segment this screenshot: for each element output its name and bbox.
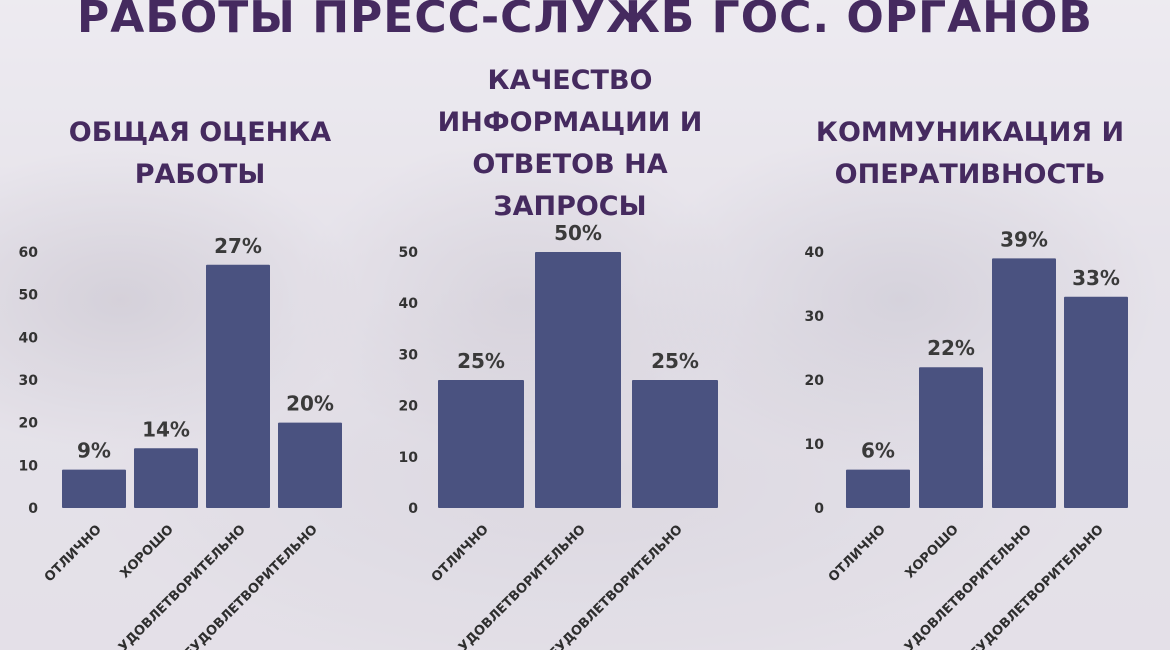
chart-2-title-line-4: ЗАПРОСЫ bbox=[493, 191, 647, 222]
page-title: РАБОТЫ ПРЕСС-СЛУЖБ ГОС. ОРГАНОВ bbox=[77, 0, 1093, 43]
chart-1-bar-3 bbox=[206, 264, 270, 508]
chart-3-data-label-4: 33% bbox=[1072, 266, 1120, 290]
chart-1-y-tick-2: 20 bbox=[19, 416, 39, 432]
chart-1-y-tick-3: 30 bbox=[19, 373, 39, 389]
chart-1-y-tick-6: 60 bbox=[19, 245, 39, 261]
chart-3-title: КОММУНИКАЦИЯ И ОПЕРАТИВНОСТЬ bbox=[790, 112, 1150, 196]
chart-3-category-label-4: НЕУДОВЛЕТВОРИТЕЛЬНО bbox=[960, 522, 1107, 650]
chart-2-title-line-2: ИНФОРМАЦИИ И bbox=[437, 107, 703, 138]
chart-3-category-label-2: ХОРОШО bbox=[903, 522, 962, 581]
chart-3-y-tick-3: 30 bbox=[805, 309, 825, 325]
chart-1-title-line-2: РАБОТЫ bbox=[134, 159, 266, 190]
chart-3-data-label-1: 6% bbox=[861, 439, 895, 463]
chart-1-category-label-1: ОТЛИЧНО bbox=[42, 522, 105, 585]
chart-1-category-label-3: УДОВЛЕТВОРИТЕЛЬНО bbox=[116, 522, 249, 650]
chart-2-bar-2 bbox=[535, 252, 621, 508]
chart-1-data-label-4: 20% bbox=[286, 392, 334, 416]
chart-3-title-line-2: ОПЕРАТИВНОСТЬ bbox=[834, 159, 1106, 190]
chart-3-y-tick-4: 40 bbox=[805, 245, 825, 261]
chart-3-category-label-1: ОТЛИЧНО bbox=[826, 522, 889, 585]
chart-1-category-label-2: ХОРОШО bbox=[118, 522, 177, 581]
chart-1-data-label-2: 14% bbox=[142, 417, 190, 441]
chart-2-data-label-2: 50% bbox=[554, 221, 602, 245]
chart-3-bar-4 bbox=[1064, 296, 1128, 508]
chart-2-category-label-1: ОТЛИЧНО bbox=[429, 522, 492, 585]
chart-1-title-line-1: ОБЩАЯ ОЦЕНКА bbox=[68, 117, 332, 148]
chart-2-data-label-3: 25% bbox=[651, 349, 699, 373]
chart-3-title-line-1: КОММУНИКАЦИЯ И bbox=[815, 117, 1125, 148]
chart-2-title: КАЧЕСТВО ИНФОРМАЦИИ И ОТВЕТОВ НА ЗАПРОСЫ bbox=[390, 60, 750, 228]
chart-1-category-label-4: НЕУДОВЛЕТВОРИТЕЛЬНО bbox=[174, 522, 321, 650]
chart-1-bar-2 bbox=[134, 448, 198, 508]
chart-2-y-tick-0: 0 bbox=[408, 501, 418, 517]
chart-3-bar-3 bbox=[992, 258, 1056, 508]
chart-3-y-tick-0: 0 bbox=[814, 501, 824, 517]
chart-3-y-tick-2: 20 bbox=[805, 373, 825, 389]
chart-1-y-tick-1: 10 bbox=[19, 458, 39, 474]
chart-2-bar-1 bbox=[438, 380, 524, 508]
chart-3-category-label-3: УДОВЛЕТВОРИТЕЛЬНО bbox=[902, 522, 1035, 650]
chart-3-data-label-3: 39% bbox=[1000, 227, 1048, 251]
chart-2-y-tick-4: 40 bbox=[399, 296, 419, 312]
chart-2-data-label-1: 25% bbox=[457, 349, 505, 373]
chart-3-data-label-2: 22% bbox=[927, 336, 975, 360]
chart-2-y-tick-3: 30 bbox=[399, 347, 419, 363]
chart-3-bar-1 bbox=[846, 469, 910, 508]
chart-3-y-tick-1: 10 bbox=[805, 437, 825, 453]
chart-1-data-label-3: 27% bbox=[214, 234, 262, 258]
chart-1-title: ОБЩАЯ ОЦЕНКА РАБОТЫ bbox=[30, 112, 370, 196]
chart-1-y-tick-5: 50 bbox=[19, 288, 39, 304]
chart-2-bar-3 bbox=[632, 380, 718, 508]
chart-3-bar-2 bbox=[919, 367, 983, 508]
chart-1-data-label-1: 9% bbox=[77, 439, 111, 463]
chart-1-y-tick-0: 0 bbox=[28, 501, 38, 517]
chart-2-y-tick-1: 10 bbox=[399, 450, 419, 466]
chart-1-bar-1 bbox=[62, 469, 126, 508]
chart-1-bar-4 bbox=[278, 422, 342, 508]
chart-2-title-line-1: КАЧЕСТВО bbox=[487, 65, 653, 96]
chart-1-y-tick-4: 40 bbox=[19, 330, 39, 346]
chart-2-y-tick-2: 20 bbox=[399, 399, 419, 415]
chart-2-title-line-3: ОТВЕТОВ НА bbox=[472, 149, 668, 180]
chart-2-y-tick-5: 50 bbox=[399, 245, 419, 261]
